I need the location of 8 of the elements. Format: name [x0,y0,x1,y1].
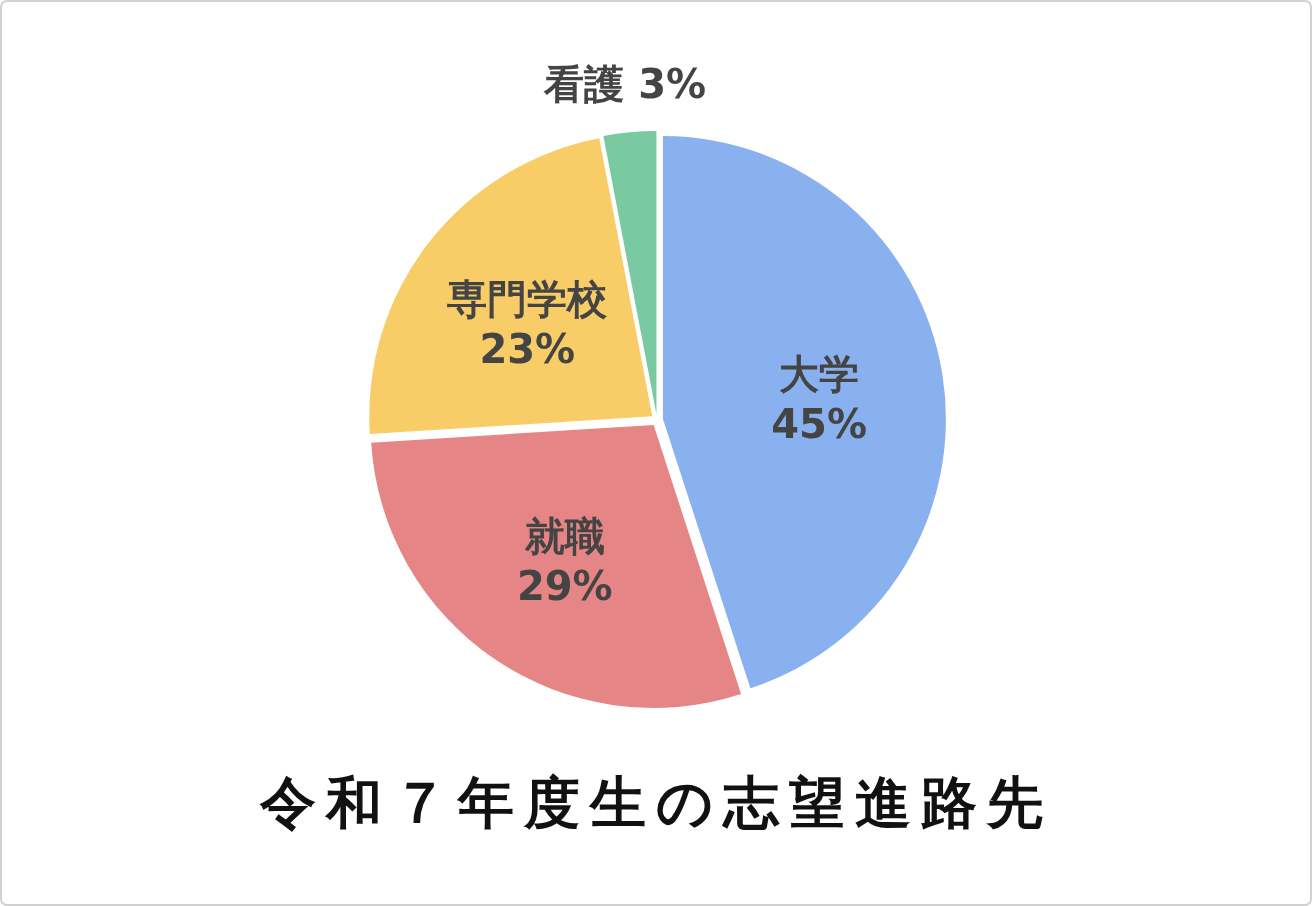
slice-label: 就職 [523,512,605,559]
slice-label: 看護 3% [543,60,707,107]
slice-label: 大学 [779,351,860,398]
data-label: 23% [479,326,576,373]
data-label: 45% [771,401,867,448]
text: 令和７年度生の志望進路先 [258,770,1053,835]
data-label: 29% [516,562,613,609]
slice-label: 専門学校 [447,276,609,323]
